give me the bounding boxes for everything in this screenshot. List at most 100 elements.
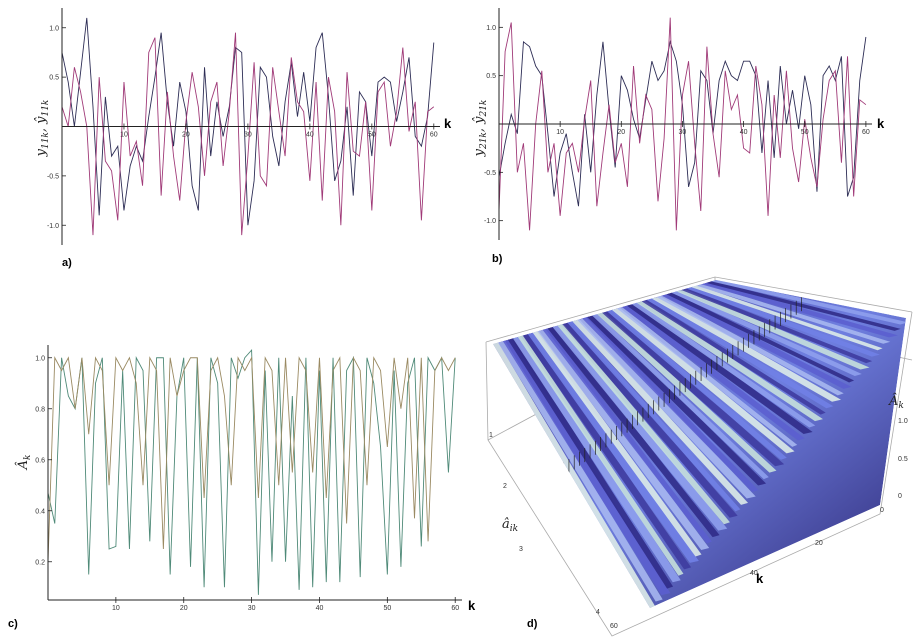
panel-d-surface-ridge: [547, 326, 720, 538]
panel-d-surface-ridge: [611, 307, 795, 454]
panel-d-surface-ridge: [507, 337, 674, 589]
panel-d-surface-ridge: [532, 330, 702, 557]
panel-b-y-label: y21k, ŷ21k: [472, 100, 489, 158]
panel-c-y-tick-label: 1.0: [35, 355, 45, 362]
panel-d-surface-ridge: [572, 319, 749, 505]
panel-a-y-tick-label: 1.0: [49, 25, 59, 32]
panel-d-a-tick-label: 1: [489, 432, 493, 439]
panel-d-surface-ridge: [706, 280, 901, 331]
panel-a-y-tick-label: -1.0: [47, 223, 59, 230]
panel-b-y-tick-label: 1.0: [486, 25, 496, 32]
panel-d-surface-ridge: [656, 295, 844, 396]
panel-c-y-tick-label: 0.4: [35, 508, 45, 515]
panel-d-surface-ridge: [542, 327, 712, 544]
panel-b-x-tick-label: 50: [801, 129, 809, 136]
panel-d-surface-ridge: [497, 340, 663, 602]
panel-d-surface-ridge: [616, 306, 798, 447]
panel-d-surface-ridge: [502, 339, 671, 596]
panel-d-surface-ridge: [557, 323, 730, 525]
panel-a-y-tick-label: 0.5: [49, 75, 59, 82]
panel-c-series-2-line: [47, 356, 456, 562]
panel-b-y-tick-label: 0.5: [486, 73, 496, 80]
panel-d-surface-ridge: [527, 332, 699, 563]
panel-b-x-tick-label: 60: [862, 129, 870, 136]
panel-c-x-tick-label: 10: [112, 605, 120, 612]
panel-a-line-chart: 10 20 30 40 50 60-1.0-0.50.51.0 k y11k, ŷ11k …: [34, 8, 452, 269]
panel-d-surface-ridge: [587, 314, 767, 486]
panel-a-x-tick-label: 10: [120, 132, 128, 139]
panel-d-z-tick-label: 1.0: [898, 418, 908, 425]
panel-c-x-tick-label: 20: [180, 605, 188, 612]
panel-d-surface-ridge: [681, 287, 873, 364]
panel-d-surface-ridge: [701, 282, 898, 338]
panel-c-x-tick-label: 40: [316, 605, 324, 612]
panel-d-surface-ridge: [592, 313, 769, 480]
panel-c-y-label: Âk: [15, 455, 33, 471]
panel-d-surface-ridge: [493, 342, 655, 608]
panel-c-x-tick-label: 60: [451, 605, 459, 612]
panel-d-k-tick-label: 20: [815, 540, 823, 547]
panel-c-y-tick-label: 0.8: [35, 406, 45, 413]
panel-b-y-tick-label: -0.5: [484, 170, 496, 177]
panel-c-x-tick-label: 50: [383, 605, 391, 612]
panel-d-surface-ridge: [651, 296, 842, 402]
panel-c-line-chart: 10 20 30 40 50 60 0.2 0.4 0.6 0.8 1.0 k Âk c): [8, 345, 476, 630]
panel-b-x-tick-label: 30: [679, 129, 687, 136]
panel-b-label: b): [492, 253, 503, 265]
panel-b-series-2-line: [498, 17, 867, 231]
panel-c-x-label: k: [468, 598, 476, 613]
panel-d-surface-ridge: [631, 302, 816, 428]
panel-a-x-tick-label: 20: [182, 132, 190, 139]
panel-d-surface-ridge: [711, 280, 906, 325]
panel-d-surface-ridge: [676, 289, 870, 370]
panel-d-surface-ridge: [597, 312, 777, 473]
panel-c-label: c): [8, 618, 18, 630]
panel-a-series-2-line: [61, 32, 435, 236]
panel-d-surface-ridge: [552, 324, 728, 531]
panel-d-k-tick-label: 40: [750, 570, 758, 577]
panel-a-series-1-line: [61, 17, 435, 226]
panel-a-x-tick-label: 60: [430, 132, 438, 139]
panel-d-surface-ridge: [641, 299, 826, 415]
panel-d-k-tick-label: 60: [610, 623, 618, 630]
panel-c-y-tick-label: 0.6: [35, 457, 45, 464]
panel-d-z-tick-label: 0: [898, 493, 902, 500]
panel-d-y-label: âik: [502, 517, 518, 534]
panel-d-surface-ridge: [512, 336, 681, 583]
panel-a-y-label: y11k, ŷ11k: [34, 100, 51, 158]
panel-d-surface-ridge: [671, 290, 862, 376]
panel-a-x-label: k: [444, 116, 452, 131]
panel-d-k-tick-label: 0: [880, 507, 884, 514]
panel-b-x-tick-label: 20: [617, 129, 625, 136]
panel-d-surface-ridge: [537, 329, 710, 550]
panel-d-surface-ridge: [691, 285, 883, 351]
panel-d-surface-ridge: [696, 283, 891, 344]
panel-b-x-tick-label: 10: [556, 129, 564, 136]
panel-b-line-chart: 10 20 30 40 50 60-1.0-0.50.51.0 k y21k, ŷ21k …: [472, 8, 885, 265]
panel-d-x-label: k: [756, 571, 764, 586]
panel-d-surface-ridge: [562, 322, 738, 518]
panel-a-y-tick-label: -0.5: [47, 173, 59, 180]
panel-a-x-tick-label: 50: [368, 132, 376, 139]
panel-d-surface-ridge: [621, 305, 805, 441]
panel-d-surface-ridge: [582, 316, 759, 492]
panel-a-x-tick-label: 40: [306, 132, 314, 139]
panel-d-surface-ridge: [567, 320, 741, 512]
panel-d-surface-ridge: [636, 300, 823, 422]
panel-d-label: d): [527, 618, 538, 630]
panel-c-x-tick-label: 30: [248, 605, 256, 612]
panel-d-a-tick-label: 4: [596, 609, 600, 616]
panel-b-y-tick-label: -1.0: [484, 218, 496, 225]
panel-d-surface-ridge: [661, 293, 852, 389]
panel-a-label: a): [62, 257, 72, 269]
panel-b-x-tick-label: 40: [740, 129, 748, 136]
panel-d-z-label: Âk: [888, 393, 904, 411]
panel-d-surface-ridge: [686, 286, 880, 357]
panel-d-a-tick-label: 2: [503, 483, 507, 490]
panel-d-surface-ridge: [606, 309, 787, 460]
panel-d-surface-ridge: [577, 317, 756, 499]
panel-c-y-tick-label: 0.2: [35, 559, 45, 566]
panel-d-a-tick-label: 3: [519, 546, 523, 553]
